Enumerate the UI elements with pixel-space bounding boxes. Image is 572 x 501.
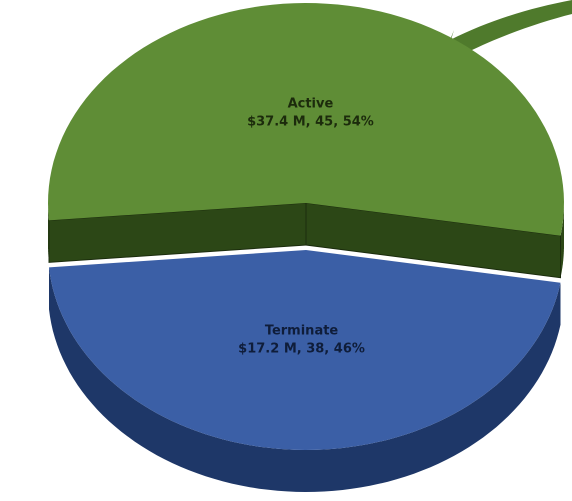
slice-cut (305, 202, 561, 279)
slice-category-label: Active (288, 97, 334, 112)
slice-value-label: $17.2 M, 38, 46% (238, 341, 365, 356)
slice (48, 3, 564, 236)
decoration-arrow (446, 0, 572, 62)
slice-value-label: $37.4 M, 45, 54% (247, 115, 374, 130)
slice-side (49, 267, 561, 492)
slice-category-label: Terminate (265, 323, 339, 338)
slice (49, 250, 561, 450)
slice-side (560, 203, 564, 278)
